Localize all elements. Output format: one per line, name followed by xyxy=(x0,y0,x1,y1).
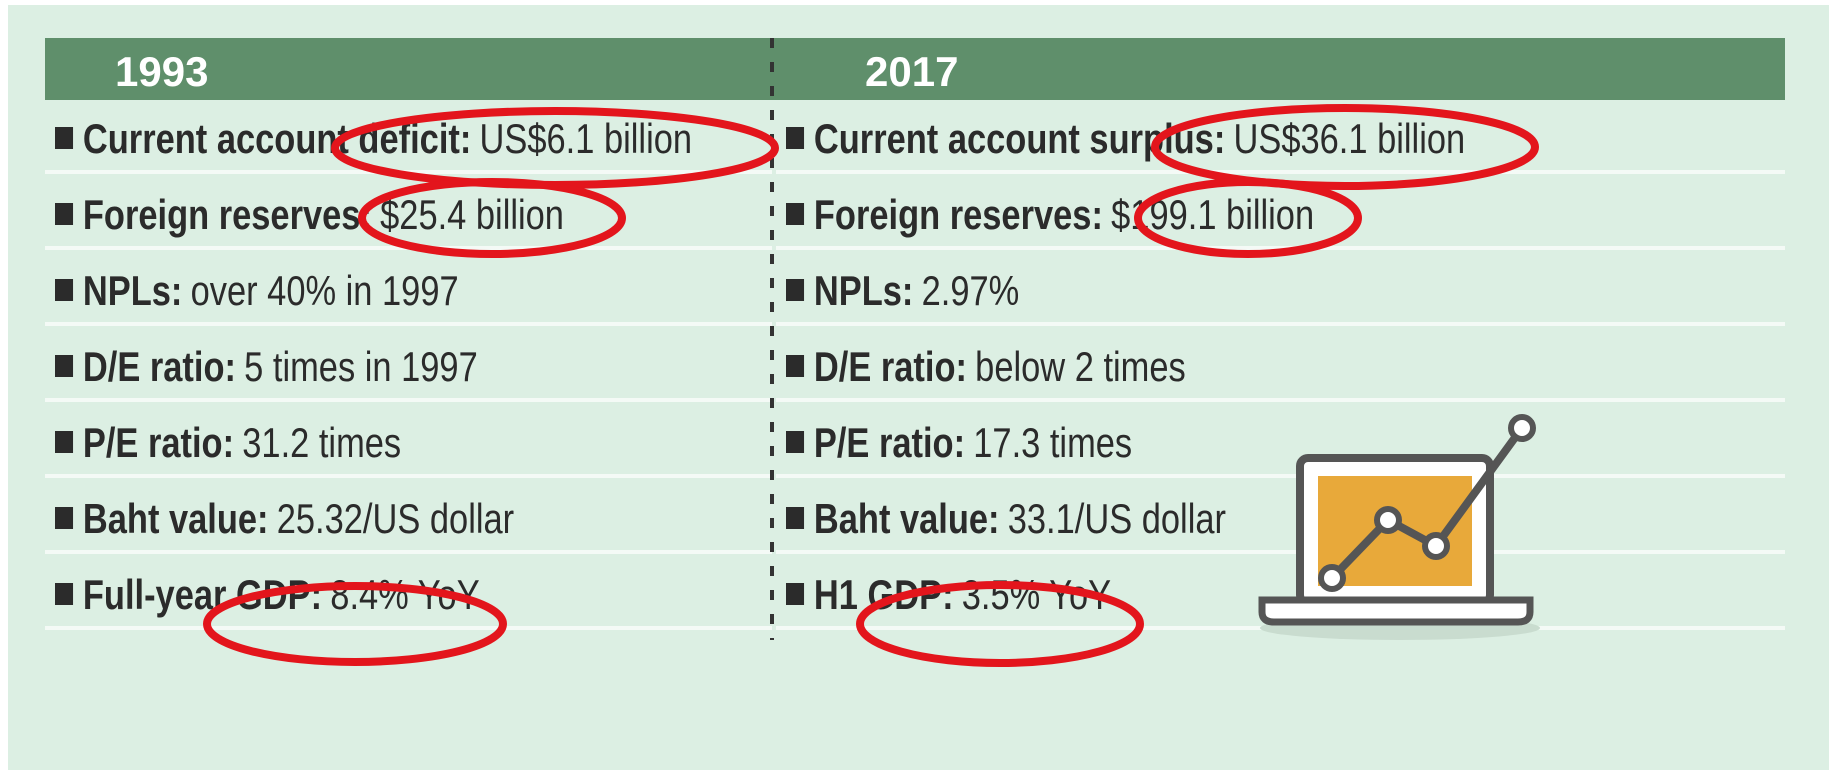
row-text: Foreign reserves: $25.4 billion xyxy=(55,180,564,250)
row-text: D/E ratio: 5 times in 1997 xyxy=(55,332,478,402)
row-text: D/E ratio: below 2 times xyxy=(786,332,1186,402)
row-label: D/E ratio: xyxy=(813,343,967,390)
highlight-circles xyxy=(203,104,1539,667)
header-bar xyxy=(45,38,1785,100)
bullet xyxy=(786,431,805,453)
row: P/E ratio: 31.2 times xyxy=(45,408,772,478)
row-label: H1 GDP: xyxy=(813,571,954,618)
row-text: NPLs: over 40% in 1997 xyxy=(55,256,459,326)
bullet xyxy=(55,203,74,225)
row-text: P/E ratio: 31.2 times xyxy=(55,408,401,478)
bullet xyxy=(786,279,805,301)
row: P/E ratio: 17.3 times xyxy=(776,408,1785,478)
row-value: 17.3 times xyxy=(973,419,1133,466)
bullet xyxy=(55,431,74,453)
column-header: 2017 xyxy=(865,48,959,95)
row-value: below 2 times xyxy=(975,343,1186,390)
row-label: Foreign reserves: xyxy=(82,191,372,238)
row-text: Baht value: 33.1/US dollar xyxy=(786,484,1226,554)
row-value: over 40% in 1997 xyxy=(190,267,459,314)
column-header: 1993 xyxy=(115,48,209,95)
bullet xyxy=(55,279,74,301)
laptop-icon xyxy=(1258,414,1540,640)
bullet xyxy=(55,583,74,605)
row-value: US$6.1 billion xyxy=(479,115,693,162)
row-value: US$36.1 billion xyxy=(1233,115,1466,162)
bullet xyxy=(786,507,805,529)
row: NPLs: 2.97% xyxy=(776,256,1785,326)
row-label: Baht value: xyxy=(82,495,269,542)
bullet xyxy=(55,127,74,149)
row-value: 2.97% xyxy=(921,267,1020,314)
row-label: P/E ratio: xyxy=(82,419,235,466)
row-label: NPLs: xyxy=(813,267,914,314)
row: D/E ratio: below 2 times xyxy=(776,332,1785,402)
bullet xyxy=(786,127,805,149)
bullet xyxy=(55,355,74,377)
bullet xyxy=(786,583,805,605)
row-label: D/E ratio: xyxy=(82,343,236,390)
row-value: 25.32/US dollar xyxy=(276,495,515,542)
row-text: P/E ratio: 17.3 times xyxy=(786,408,1132,478)
row-value: $25.4 billion xyxy=(380,191,564,238)
bullet xyxy=(786,355,805,377)
row: Baht value: 25.32/US dollar xyxy=(45,484,772,554)
bullet xyxy=(55,507,74,529)
row: Baht value: 33.1/US dollar xyxy=(776,484,1785,554)
row-label: P/E ratio: xyxy=(813,419,966,466)
row-value: 5 times in 1997 xyxy=(244,343,478,390)
row-label: Foreign reserves: xyxy=(813,191,1103,238)
row-label: NPLs: xyxy=(82,267,183,314)
row-text: NPLs: 2.97% xyxy=(786,256,1019,326)
row-value: 31.2 times xyxy=(242,419,402,466)
row-value: 33.1/US dollar xyxy=(1007,495,1226,542)
row: NPLs: over 40% in 1997 xyxy=(45,256,772,326)
bullet xyxy=(786,203,805,225)
row: D/E ratio: 5 times in 1997 xyxy=(45,332,772,402)
row-label: Baht value: xyxy=(813,495,1000,542)
row-text: Baht value: 25.32/US dollar xyxy=(55,484,514,554)
